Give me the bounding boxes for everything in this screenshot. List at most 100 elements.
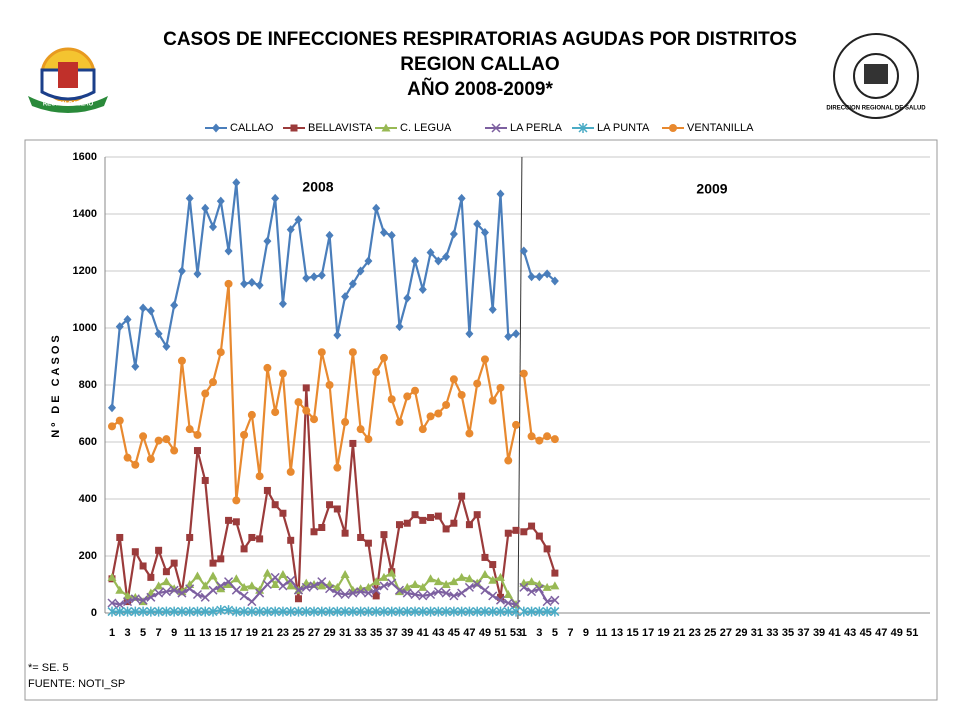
marker <box>519 369 528 378</box>
marker <box>317 581 327 590</box>
marker <box>154 588 164 598</box>
marker <box>364 435 373 444</box>
marker <box>161 577 171 586</box>
marker <box>200 581 210 590</box>
x-tick-label: 43 <box>844 627 856 639</box>
y-tick-label: 1200 <box>73 265 97 277</box>
marker <box>263 236 272 246</box>
footnote: *= SE. 5 <box>28 662 69 674</box>
x-tick-label: 37 <box>386 627 398 639</box>
marker <box>480 355 489 364</box>
marker <box>379 228 388 238</box>
x-tick-label: 7 <box>567 627 573 639</box>
marker <box>488 606 498 617</box>
marker <box>286 575 296 585</box>
marker <box>224 279 233 288</box>
marker <box>107 572 117 581</box>
marker <box>504 332 513 342</box>
marker <box>496 189 505 199</box>
marker <box>255 280 264 290</box>
legend-label: BELLAVISTA <box>308 122 373 134</box>
marker <box>216 196 225 206</box>
marker <box>527 606 537 617</box>
marker <box>216 348 225 357</box>
marker <box>325 230 334 240</box>
marker <box>224 577 234 587</box>
y-tick-label: 600 <box>79 436 97 448</box>
marker <box>457 588 467 598</box>
y-tick-label: 800 <box>79 379 97 391</box>
marker <box>535 272 544 282</box>
x-tick-label: 33 <box>355 627 367 639</box>
marker <box>247 597 257 607</box>
marker <box>201 389 210 398</box>
marker <box>286 581 296 590</box>
marker <box>434 256 443 266</box>
marker <box>535 532 543 540</box>
marker <box>263 486 271 494</box>
marker <box>208 606 218 617</box>
marker <box>465 329 474 339</box>
marker <box>294 595 302 603</box>
marker <box>154 581 164 590</box>
x-tick-label: 43 <box>432 627 444 639</box>
marker <box>290 124 298 132</box>
marker <box>123 314 132 324</box>
y-axis-label: Nº DE CASOS <box>50 332 62 437</box>
marker <box>146 606 156 617</box>
marker <box>434 512 442 520</box>
x-tick-label: 13 <box>611 627 623 639</box>
marker <box>426 574 436 583</box>
marker <box>511 606 521 617</box>
marker <box>123 597 133 607</box>
marker <box>161 606 171 617</box>
marker <box>248 533 256 541</box>
marker <box>348 606 358 617</box>
marker <box>527 577 537 586</box>
marker <box>240 430 249 439</box>
legend-label: VENTANILLA <box>687 122 754 134</box>
marker <box>139 432 148 441</box>
x-tick-label: 53 <box>510 627 522 639</box>
marker <box>186 533 194 541</box>
marker <box>162 342 171 352</box>
x-tick-label: 17 <box>642 627 654 639</box>
marker <box>488 304 497 314</box>
marker <box>520 528 528 536</box>
y-tick-label: 0 <box>91 607 97 619</box>
x-tick-label: 27 <box>308 627 320 639</box>
marker <box>372 368 381 377</box>
marker <box>185 193 194 203</box>
marker <box>363 582 373 591</box>
marker <box>433 587 443 597</box>
series <box>108 178 559 413</box>
marker <box>426 412 435 421</box>
marker <box>108 422 116 431</box>
marker <box>519 582 529 592</box>
marker <box>200 606 210 617</box>
marker <box>278 299 287 309</box>
series <box>107 572 560 609</box>
marker <box>497 593 504 601</box>
marker <box>442 400 451 409</box>
legend-label: LA PUNTA <box>597 122 650 134</box>
marker <box>356 587 366 597</box>
marker <box>208 571 218 580</box>
x-tick-label: 13 <box>199 627 211 639</box>
x-tick-label: 39 <box>813 627 825 639</box>
marker <box>402 582 412 591</box>
marker <box>512 420 521 429</box>
marker <box>123 606 133 617</box>
marker <box>333 330 342 340</box>
marker <box>301 606 311 617</box>
marker <box>578 123 588 133</box>
marker <box>441 580 451 588</box>
marker <box>209 378 218 387</box>
marker <box>341 292 350 302</box>
marker <box>418 285 427 295</box>
marker <box>527 272 536 282</box>
marker <box>465 521 473 529</box>
series <box>108 279 559 505</box>
marker <box>411 386 420 395</box>
marker <box>177 606 187 617</box>
